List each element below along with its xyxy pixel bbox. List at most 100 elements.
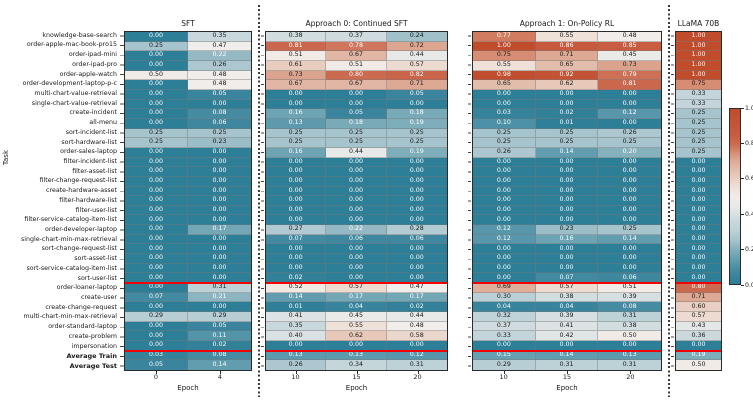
x-axis-label: Epoch xyxy=(556,384,578,392)
heatmap-cell: 0.67 xyxy=(266,80,327,90)
heatmap-cell: 0.00 xyxy=(266,186,327,197)
heatmap-cell: 0.79 xyxy=(598,70,661,81)
heatmap-cell: 0.00 xyxy=(188,176,251,187)
red-separator-line xyxy=(125,349,251,353)
heatmap-cell: 0.00 xyxy=(326,89,387,100)
colorbar-tick-mark xyxy=(741,213,744,215)
heatmap-cell: 0.47 xyxy=(386,283,447,293)
heatmap-cell: 0.39 xyxy=(598,292,661,303)
heatmap-cell: 0.38 xyxy=(535,292,599,303)
heatmap-cell: 1.00 xyxy=(676,51,721,61)
heatmap-cell: 0.00 xyxy=(188,196,251,206)
heatmap-panel: 0.77 0.55 0.48 1.00 0.86 0.85 0.75 0.71 0.45 0.55… xyxy=(472,31,662,371)
heatmap-cell: 0.00 xyxy=(125,118,188,129)
heatmap-cell: 0.25 xyxy=(598,225,661,235)
row-label: order-apple-mac-book-pro15 xyxy=(26,41,117,49)
heatmap-cell: 0.00 xyxy=(473,215,536,226)
row-label: order-development-laptop-p-c xyxy=(22,80,117,88)
heatmap-cell: 0.80 xyxy=(326,70,387,81)
heatmap-cell: 0.00 xyxy=(266,167,327,177)
panel-title: SFT xyxy=(181,19,195,28)
heatmap-cell: 0.75 xyxy=(473,51,536,61)
heatmap-cell: 0.86 xyxy=(535,41,599,52)
heatmap-cell: 0.01 xyxy=(266,302,327,313)
heatmap-cell: 0.00 xyxy=(266,244,327,255)
heatmap-cell: 0.00 xyxy=(125,176,188,187)
heatmap-cell: 0.25 xyxy=(535,128,599,139)
heatmap-cell: 0.25 xyxy=(473,138,536,148)
heatmap-cell: 0.00 xyxy=(676,225,721,235)
heatmap-cell: 0.00 xyxy=(125,263,188,274)
heatmap-cell: 0.98 xyxy=(473,70,536,81)
heatmap-cell: 0.00 xyxy=(598,99,661,110)
heatmap-cell: 0.00 xyxy=(188,263,251,274)
heatmap-cell: 0.29 xyxy=(188,312,251,322)
heatmap-cell: 0.22 xyxy=(326,225,387,235)
red-separator-line xyxy=(266,349,447,353)
heatmap-cell: 0.25 xyxy=(535,138,599,148)
row-label: create-user xyxy=(81,293,117,301)
heatmap-cell: 0.27 xyxy=(266,225,327,235)
heatmap-cell: 0.00 xyxy=(125,331,188,342)
x-axis-label: Epoch xyxy=(177,384,199,392)
task-row-labels: knowledge-base-search order-apple-mac-boo… xyxy=(0,31,121,371)
heatmap-cell: 0.00 xyxy=(473,157,536,168)
heatmap-cell: 0.00 xyxy=(676,263,721,274)
heatmap-cell: 0.00 xyxy=(125,205,188,216)
x-tick-label: 15 xyxy=(352,373,361,381)
heatmap-cell: 0.00 xyxy=(535,89,599,100)
heatmap-cell: 0.73 xyxy=(266,70,327,81)
heatmap-cell: 0.00 xyxy=(188,234,251,245)
heatmap-cell: 0.04 xyxy=(535,302,599,313)
heatmap-cell: 0.38 xyxy=(598,321,661,332)
heatmap-cell: 0.00 xyxy=(125,302,188,313)
heatmap-cell: 0.29 xyxy=(125,312,188,322)
heatmap-cell: 0.00 xyxy=(386,254,447,264)
row-label: sort-user-list xyxy=(77,274,117,282)
heatmap-cell: 0.16 xyxy=(266,147,327,158)
heatmap-cell: 0.00 xyxy=(386,244,447,255)
heatmap-cell: 0.00 xyxy=(598,157,661,168)
heatmap-cell: 0.07 xyxy=(125,292,188,303)
heatmap-cell: 0.04 xyxy=(326,302,387,313)
heatmap-cell: 0.72 xyxy=(386,41,447,52)
heatmap-cell: 0.85 xyxy=(598,41,661,52)
colorbar xyxy=(729,108,741,285)
panel-y-ticks xyxy=(671,31,674,371)
heatmap-cell: 0.33 xyxy=(473,331,536,342)
heatmap-cell: 0.12 xyxy=(473,234,536,245)
heatmap-cell: 0.60 xyxy=(676,302,721,313)
heatmap-cell: 0.26 xyxy=(598,128,661,139)
heatmap-cell: 0.45 xyxy=(326,312,387,322)
heatmap-cell: 0.03 xyxy=(473,109,536,119)
heatmap-cell: 0.00 xyxy=(326,157,387,168)
heatmap-cell: 0.48 xyxy=(188,80,251,90)
heatmap-cell: 0.00 xyxy=(598,254,661,264)
heatmap-cell: 0.19 xyxy=(386,118,447,129)
heatmap-cell: 0.00 xyxy=(473,263,536,274)
heatmap-cell: 0.00 xyxy=(326,196,387,206)
heatmap-cell: 0.08 xyxy=(188,109,251,119)
heatmap-cell: 0.00 xyxy=(266,89,327,100)
heatmap-cell: 0.00 xyxy=(598,186,661,197)
heatmap-cell: 0.00 xyxy=(676,157,721,168)
heatmap-cell: 0.00 xyxy=(473,176,536,187)
x-tick-mark xyxy=(295,371,297,374)
row-label: filter-incident-list xyxy=(63,157,117,165)
panel-y-ticks xyxy=(120,31,123,371)
heatmap-cell: 0.06 xyxy=(326,234,387,245)
heatmap-cell: 0.00 xyxy=(535,196,599,206)
row-label: filter-hardware-list xyxy=(59,196,117,204)
heatmap-cell: 0.00 xyxy=(266,157,327,168)
row-label: create-change-request xyxy=(45,303,117,311)
row-label: order-ipad-pro xyxy=(72,60,117,68)
heatmap-cell: 0.00 xyxy=(266,263,327,274)
heatmap-cell: 0.45 xyxy=(598,51,661,61)
heatmap-cell: 0.02 xyxy=(386,302,447,313)
heatmap-cell: 0.67 xyxy=(326,51,387,61)
heatmap-cell: 0.51 xyxy=(326,60,387,71)
row-label: order-developer-laptop xyxy=(45,225,117,233)
heatmap-cell: 0.32 xyxy=(473,312,536,322)
row-label: order-standard-laptop xyxy=(48,323,117,331)
heatmap-cell: 0.00 xyxy=(473,89,536,100)
